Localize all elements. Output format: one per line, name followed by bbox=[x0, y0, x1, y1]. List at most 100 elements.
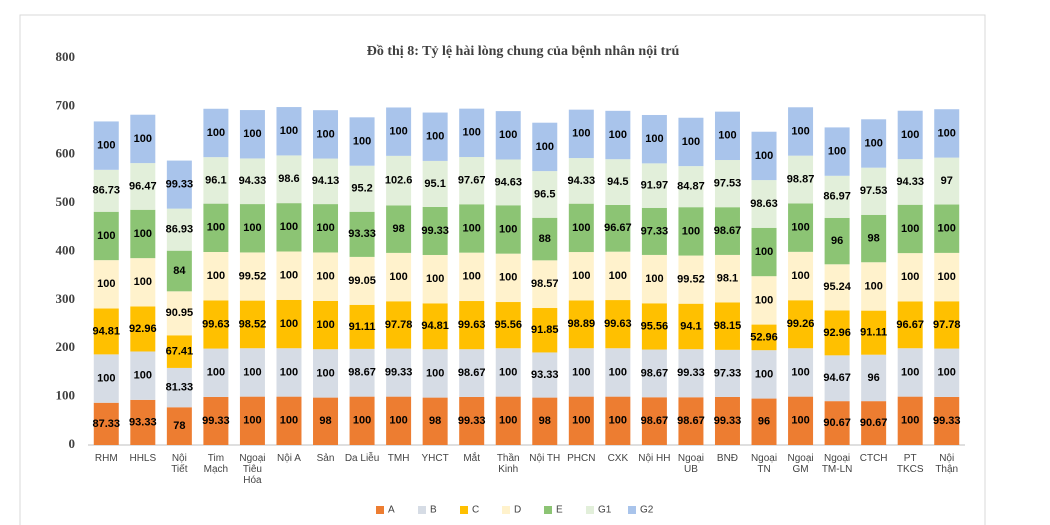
data-label: 95.56 bbox=[494, 319, 522, 331]
data-label: 98 bbox=[319, 415, 331, 427]
bar-segment bbox=[934, 109, 960, 158]
bar-segment bbox=[422, 303, 448, 350]
data-label: 100 bbox=[316, 128, 334, 140]
data-label: 100 bbox=[426, 273, 444, 285]
data-label: 93.33 bbox=[531, 369, 559, 381]
bar-segment bbox=[313, 110, 339, 159]
bar-segment bbox=[166, 367, 192, 408]
data-label: 99.33 bbox=[458, 415, 486, 427]
bar-segment bbox=[751, 227, 777, 277]
bar-segment bbox=[897, 301, 923, 349]
bar-segment bbox=[568, 396, 594, 445]
x-tick-label: BNĐ bbox=[716, 453, 739, 464]
data-label: 100 bbox=[938, 367, 956, 379]
bar-segment bbox=[788, 251, 814, 301]
data-label: 100 bbox=[463, 271, 481, 283]
bar-segment bbox=[276, 299, 302, 349]
y-tick-label: 300 bbox=[56, 291, 76, 306]
data-label: 67.41 bbox=[166, 346, 194, 358]
bar-segment bbox=[605, 300, 631, 349]
bar-segment bbox=[568, 348, 594, 397]
bar-segment bbox=[276, 155, 302, 204]
bar-segment bbox=[678, 397, 704, 445]
legend-swatch bbox=[460, 506, 468, 514]
data-label: 87.33 bbox=[93, 418, 121, 430]
bar-segment bbox=[605, 251, 631, 301]
bar-segment bbox=[751, 350, 777, 399]
bar-segment bbox=[861, 119, 887, 168]
bar-segment bbox=[861, 310, 887, 355]
bar-segment bbox=[714, 396, 740, 445]
bar-segment bbox=[276, 251, 302, 300]
data-label: 94.13 bbox=[312, 175, 340, 187]
bar-segment bbox=[166, 291, 192, 336]
legend-label: A bbox=[388, 505, 395, 516]
bar-segment bbox=[130, 258, 156, 307]
bar-segment bbox=[861, 401, 887, 445]
x-tick-label: Thần Kinh bbox=[496, 453, 520, 475]
bar-segment bbox=[897, 396, 923, 445]
bar-segment bbox=[386, 155, 412, 206]
data-label: 100 bbox=[791, 125, 809, 137]
data-label: 96 bbox=[868, 372, 880, 384]
bar-segment bbox=[386, 252, 412, 302]
data-label: 100 bbox=[718, 130, 736, 142]
bar-segment bbox=[751, 276, 777, 325]
data-label: 84 bbox=[173, 265, 186, 277]
data-label: 100 bbox=[97, 140, 115, 152]
data-label: 97.53 bbox=[714, 178, 742, 190]
bar-segment bbox=[422, 397, 448, 445]
data-label: 100 bbox=[280, 318, 298, 330]
bar-segment bbox=[788, 300, 814, 349]
legend-label: G2 bbox=[640, 505, 654, 516]
data-label: 100 bbox=[426, 367, 444, 379]
bar-segment bbox=[788, 107, 814, 156]
bar-segment bbox=[897, 253, 923, 302]
bar-segment bbox=[276, 203, 302, 252]
data-label: 91.11 bbox=[349, 321, 376, 333]
data-label: 98.67 bbox=[348, 367, 376, 379]
x-tick-label: Ngoại UB bbox=[677, 453, 704, 475]
data-label: 90.67 bbox=[823, 417, 851, 429]
bar-segment bbox=[93, 121, 119, 170]
data-label: 97.33 bbox=[641, 225, 669, 237]
data-label: 96 bbox=[758, 416, 770, 428]
bar-segment bbox=[313, 397, 339, 445]
data-label: 100 bbox=[755, 246, 773, 258]
bar-segment bbox=[897, 204, 923, 254]
data-label: 100 bbox=[499, 129, 517, 141]
bar-segment bbox=[459, 204, 485, 253]
data-label: 100 bbox=[938, 271, 956, 283]
bar-segment bbox=[349, 117, 375, 166]
bar-segment bbox=[386, 205, 412, 253]
data-label: 94.33 bbox=[239, 175, 267, 187]
data-label: 94.33 bbox=[896, 176, 924, 188]
bar-segment bbox=[714, 254, 740, 303]
bar-segment bbox=[495, 396, 521, 445]
data-label: 94.81 bbox=[93, 325, 121, 337]
bar-segment bbox=[93, 211, 119, 261]
legend-label: E bbox=[556, 505, 563, 516]
data-label: 93.33 bbox=[129, 416, 157, 428]
data-label: 91.11 bbox=[860, 327, 887, 339]
data-label: 100 bbox=[316, 319, 334, 331]
x-tick-label: RHM bbox=[94, 453, 118, 464]
bar-segment bbox=[934, 396, 960, 445]
data-label: 100 bbox=[280, 125, 298, 137]
data-label: 90.95 bbox=[166, 307, 194, 319]
data-label: 94.33 bbox=[568, 175, 596, 187]
data-label: 98.67 bbox=[458, 367, 486, 379]
bar-segment bbox=[532, 397, 558, 445]
data-label: 93.33 bbox=[348, 228, 376, 240]
data-label: 100 bbox=[828, 146, 846, 158]
data-label: 88 bbox=[539, 233, 551, 245]
bar-segment bbox=[130, 351, 156, 400]
bar-segment bbox=[313, 204, 339, 253]
data-label: 52.96 bbox=[750, 331, 778, 343]
data-label: 95.2 bbox=[351, 183, 372, 195]
bar-segment bbox=[130, 209, 156, 259]
bar-segment bbox=[934, 348, 960, 397]
bar-segment bbox=[788, 396, 814, 445]
bar-segment bbox=[568, 158, 594, 204]
bar-segment bbox=[641, 114, 667, 164]
